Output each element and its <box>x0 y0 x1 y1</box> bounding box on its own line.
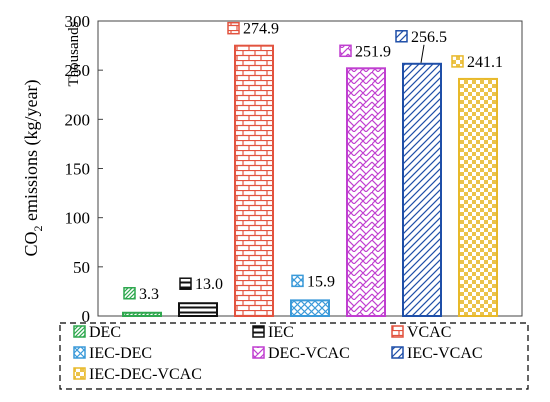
value-label-group: 241.1 <box>451 54 503 71</box>
value-label: 256.5 <box>411 29 447 46</box>
y-tick-label: 250 <box>65 61 91 80</box>
legend-box <box>59 322 529 390</box>
bar-dec <box>122 311 162 318</box>
value-label-group: 274.9 <box>227 21 279 38</box>
bar-iec-vcac <box>402 62 442 318</box>
value-labels: 3.3 13.0 274.9 15.9 251.9 256.5 241.1 <box>123 21 503 303</box>
legend-label: DEC-VCAC <box>268 345 350 362</box>
y-axis-label: CO2 emissions (kg/year) <box>21 80 45 257</box>
legend-swatch <box>252 325 265 338</box>
value-marker <box>123 287 136 300</box>
y-tick-label: 300 <box>65 12 91 31</box>
value-label: 251.9 <box>355 43 391 60</box>
value-marker <box>395 30 408 43</box>
legend-swatch <box>73 346 86 359</box>
bar-iec-dec <box>290 299 330 317</box>
legend-swatch <box>391 346 404 359</box>
value-label: 241.1 <box>467 54 503 71</box>
bar-dec-vcac <box>346 67 386 317</box>
value-label: 3.3 <box>139 286 159 303</box>
legend-label: VCAC <box>407 324 451 341</box>
legend: DEC IEC VCAC IEC-DEC DEC-VCAC IEC-VCAC IEC-DEC… <box>59 322 529 390</box>
leader-line <box>420 44 425 63</box>
value-label-group: 251.9 <box>339 43 391 60</box>
bar-vcac <box>234 44 274 317</box>
legend-label: IEC-DEC-VCAC <box>89 366 202 383</box>
axes: 0 50 100 150 200 250 300 CO2 emissions (kg/year… <box>21 12 523 326</box>
bar-iec-dec-vcac <box>458 77 498 317</box>
y-tick-label: 150 <box>65 160 91 179</box>
value-marker <box>227 21 240 35</box>
legend-label: IEC <box>268 324 294 341</box>
legend-swatch <box>73 367 86 380</box>
value-label-group: 15.9 <box>291 273 335 290</box>
legend-swatch <box>73 325 86 338</box>
units-note: Thousands <box>66 21 82 86</box>
y-tick-label: 200 <box>65 110 91 129</box>
value-marker <box>291 274 304 288</box>
bars <box>122 44 498 318</box>
y-tick-label: 0 <box>82 307 91 326</box>
value-marker <box>451 55 464 68</box>
legend-label: IEC-DEC <box>89 345 152 362</box>
y-tick-label: 50 <box>73 258 90 277</box>
legend-label: DEC <box>89 324 121 341</box>
legend-swatch <box>391 325 404 338</box>
legend-swatch <box>252 346 265 359</box>
legend-label: IEC-VCAC <box>407 345 483 362</box>
y-tick-label: 100 <box>65 209 91 228</box>
value-label-group: 13.0 <box>179 276 223 293</box>
value-label: 13.0 <box>195 276 223 293</box>
bar-iec <box>178 302 218 318</box>
value-label: 274.9 <box>243 21 279 38</box>
value-label-group: 256.5 <box>395 29 447 63</box>
value-label-group: 3.3 <box>123 286 159 303</box>
value-marker <box>339 44 352 58</box>
value-label: 15.9 <box>307 273 335 290</box>
value-marker <box>179 277 192 290</box>
